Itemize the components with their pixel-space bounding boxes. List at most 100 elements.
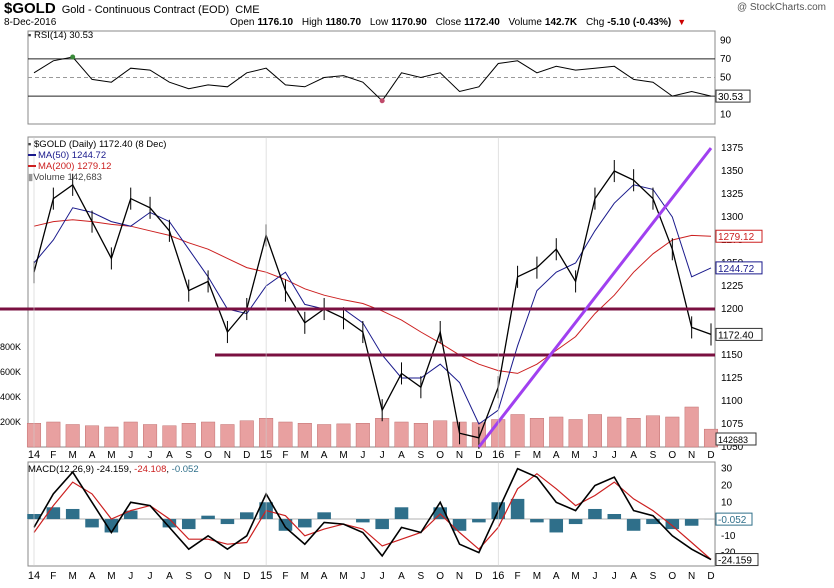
volume-bar bbox=[278, 421, 293, 448]
volume-tick-label: 600K bbox=[0, 367, 21, 377]
x-axis-label: S bbox=[650, 450, 657, 461]
ma50-legend-swatch bbox=[28, 154, 36, 157]
price-tick-label: 1150 bbox=[721, 350, 743, 361]
macd-histogram-bar bbox=[123, 510, 138, 520]
volume-bar bbox=[375, 418, 390, 448]
volume-bar bbox=[355, 423, 370, 448]
x-axis-label: A bbox=[553, 450, 560, 461]
x-axis-label: A bbox=[89, 571, 96, 582]
x-axis-label: M bbox=[107, 450, 115, 461]
volume-bar bbox=[549, 416, 564, 448]
ma200-value-label: 1279.12 bbox=[718, 232, 755, 243]
x-axis-label: J bbox=[148, 571, 153, 582]
x-axis-label: J bbox=[148, 450, 153, 461]
x-axis-label: A bbox=[89, 450, 96, 461]
panel-frame-1 bbox=[27, 136, 716, 448]
ma200-line bbox=[33, 219, 712, 374]
x-axis-label: F bbox=[515, 450, 521, 461]
ma200-value-label-box bbox=[715, 229, 763, 243]
volume-bar bbox=[201, 421, 216, 448]
x-axis-label: N bbox=[224, 571, 231, 582]
volume-bar bbox=[65, 424, 80, 448]
x-axis-label: D bbox=[243, 450, 250, 461]
x-axis-label: N bbox=[688, 571, 695, 582]
volume-value: 142.7K bbox=[544, 17, 578, 28]
x-axis-label: 16 bbox=[492, 570, 504, 582]
low-value: 1170.90 bbox=[391, 17, 427, 28]
macd-legend-signal: -24.108 bbox=[134, 464, 167, 475]
x-axis-label: M bbox=[571, 450, 579, 461]
x-axis-label: A bbox=[398, 450, 405, 461]
x-axis-label: 16 bbox=[492, 449, 504, 461]
volume-bar bbox=[46, 421, 61, 448]
macd-histogram-bar bbox=[452, 519, 467, 531]
high-label: High bbox=[301, 17, 323, 28]
x-axis-label: F bbox=[515, 571, 521, 582]
price-tick-label: 1075 bbox=[721, 419, 744, 430]
volume-bar bbox=[510, 414, 525, 448]
chg-label: Chg bbox=[585, 17, 605, 28]
price-tick-label: 1300 bbox=[721, 212, 744, 223]
trend-line bbox=[477, 147, 713, 448]
macd-legend-macd: -24.159 bbox=[96, 464, 129, 475]
price-legend-main: ▪ $GOLD (Daily) 1172.40 (8 Dec) bbox=[28, 139, 167, 150]
rsi-line bbox=[33, 56, 712, 102]
macd-tick-label: -10 bbox=[721, 531, 736, 542]
macd-histogram-bar bbox=[65, 508, 80, 520]
x-axis-label: A bbox=[166, 450, 173, 461]
macd-histogram-bar bbox=[665, 519, 680, 530]
x-axis-label: S bbox=[418, 571, 425, 582]
macd-histogram-bar bbox=[317, 512, 331, 520]
macd-histogram-bar bbox=[181, 519, 196, 530]
rsi-tick-label: 70 bbox=[720, 54, 732, 65]
symbol-title: $GOLD Gold - Continuous Contract (EOD) CME bbox=[4, 0, 260, 17]
x-axis-label: N bbox=[456, 571, 463, 582]
low-label: Low bbox=[369, 17, 389, 28]
macd-histogram-bar bbox=[568, 519, 583, 525]
x-axis-label: D bbox=[475, 450, 482, 461]
macd-hist-value-box bbox=[715, 512, 753, 526]
x-axis-label: 15 bbox=[260, 449, 272, 461]
macd-histogram-bar bbox=[46, 507, 61, 520]
rsi-tick-label: 10 bbox=[720, 110, 732, 121]
macd-tick-label: 30 bbox=[721, 464, 733, 475]
x-axis-label: 14 bbox=[28, 449, 40, 461]
macd-hist-value-label: -0.052 bbox=[718, 515, 747, 526]
macd-histogram-bar bbox=[220, 519, 235, 525]
macd-histogram-bar bbox=[104, 519, 119, 533]
rsi-legend: ▪ RSI(14) 30.53 bbox=[28, 30, 94, 41]
x-axis-label: D bbox=[707, 571, 714, 582]
x-axis-label: A bbox=[398, 571, 405, 582]
macd-histogram-bar bbox=[530, 519, 544, 523]
volume-bar bbox=[394, 421, 409, 448]
x-axis-label: J bbox=[380, 571, 385, 582]
volume-label: Volume bbox=[508, 17, 542, 28]
macd-legend-hist: -0.052 bbox=[171, 464, 199, 475]
price-tick-label: 1050 bbox=[721, 442, 744, 453]
macd-histogram-bar bbox=[626, 519, 641, 531]
price-legend-icon: ▪ bbox=[28, 139, 32, 150]
macd-value-label: -24.159 bbox=[718, 556, 752, 567]
x-axis-label: M bbox=[301, 450, 309, 461]
macd-histogram-bar bbox=[394, 507, 409, 520]
x-axis-label: S bbox=[185, 571, 192, 582]
macd-histogram-bar bbox=[684, 519, 699, 526]
macd-legend: MACD(12,26,9) -24.159, -24.108, -0.052 bbox=[28, 464, 199, 475]
x-axis-label: M bbox=[339, 450, 347, 461]
x-axis-label: M bbox=[301, 571, 309, 582]
volume-bar bbox=[607, 416, 622, 448]
ma200-legend: MA(200) 1279.12 bbox=[28, 161, 111, 172]
open-value: 1176.10 bbox=[257, 17, 294, 28]
macd-histogram-bar bbox=[510, 498, 525, 520]
macd-histogram-bar bbox=[375, 519, 389, 530]
price-tick-label: 1125 bbox=[721, 373, 743, 384]
volume-bar bbox=[220, 424, 235, 448]
x-axis-label: 15 bbox=[260, 570, 272, 582]
x-axis-label: A bbox=[630, 571, 637, 582]
down-arrow-icon: ▼ bbox=[677, 17, 687, 27]
volume-legend-icon: ▮ bbox=[28, 172, 34, 183]
macd-histogram-bar bbox=[240, 512, 254, 520]
macd-histogram-bar bbox=[85, 519, 99, 528]
volume-bar bbox=[143, 424, 158, 448]
price-tick-label: 1350 bbox=[721, 166, 744, 177]
